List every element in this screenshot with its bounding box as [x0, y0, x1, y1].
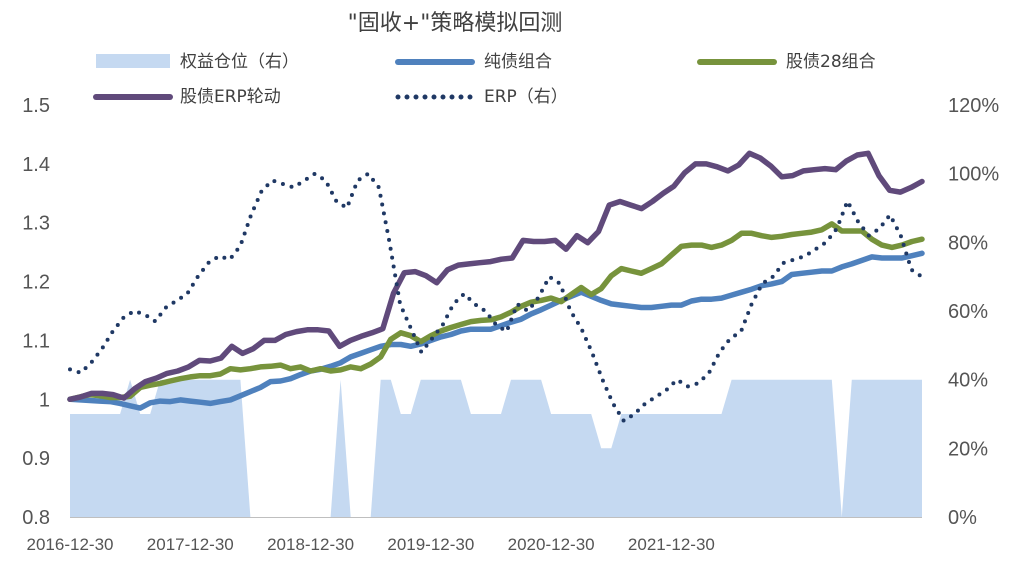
legend-label-pure-bond: 纯债组合 [484, 52, 552, 72]
y-left-tick-label: 1.4 [22, 154, 50, 176]
legend-label-equity-position: 权益仓位（右） [180, 52, 299, 72]
legend: 权益仓位（右） 纯债组合 股债28组合 股债ERP轮动 ERP（右） [93, 52, 876, 107]
legend-swatch-equity-position [96, 54, 170, 68]
y-right-tick-label: 80% [948, 232, 988, 254]
y-right-tick-label: 120% [948, 95, 999, 117]
legend-label-erp-rotation: 股债ERP轮动 [180, 87, 281, 107]
y-left-tick-label: 1.5 [22, 95, 50, 117]
y-right-tick-label: 40% [948, 370, 988, 392]
series-line-pure-bond [67, 250, 925, 411]
y-left-tick-label: 0.9 [22, 448, 50, 470]
x-tick-label: 2016-12-30 [27, 535, 114, 554]
y-left-tick-label: 1 [39, 389, 50, 411]
x-tick-label: 2020-12-30 [508, 535, 595, 554]
y-right-tick-label: 20% [948, 438, 988, 460]
legend-item-equity-position[interactable]: 权益仓位（右） [96, 52, 299, 72]
y-left-tick-label: 1.1 [22, 330, 50, 352]
legend-item-erp[interactable]: ERP（右） [395, 87, 568, 107]
y-right-tick-label: 60% [948, 301, 988, 323]
x-tick-label: 2017-12-30 [147, 535, 234, 554]
series-line-stock-bond-28 [67, 221, 925, 403]
legend-item-stock-bond-28[interactable]: 股债28组合 [697, 52, 876, 72]
y-left-tick-label: 1.3 [22, 213, 50, 235]
y-left-tick-label: 1.2 [22, 272, 50, 294]
series-line-erp [68, 171, 924, 423]
chart-title: "固收+"策略模拟回测 [348, 11, 563, 36]
tick-label-layer: 0.8 0.9 1 1.1 1.2 1.3 1.4 1.5 0% 20% 40% 60% 80% 100%… [22, 95, 999, 554]
legend-label-stock-bond-28: 股债28组合 [786, 52, 876, 72]
y-right-tick-label: 0% [948, 507, 977, 529]
equity-position-area-layer [70, 379, 922, 517]
y-left-tick-label: 0.8 [22, 507, 50, 529]
x-tick-label: 2018-12-30 [267, 535, 354, 554]
legend-item-erp-rotation[interactable]: 股债ERP轮动 [93, 87, 281, 107]
x-tick-label: 2019-12-30 [387, 535, 474, 554]
legend-label-erp: ERP（右） [484, 87, 568, 107]
y-right-tick-label: 100% [948, 164, 999, 186]
equity-position-area [70, 379, 922, 517]
legend-item-pure-bond[interactable]: 纯债组合 [395, 52, 552, 72]
x-tick-label: 2021-12-30 [628, 535, 715, 554]
series-line-erp-rotation [67, 150, 925, 403]
series-line-layer [67, 150, 925, 423]
